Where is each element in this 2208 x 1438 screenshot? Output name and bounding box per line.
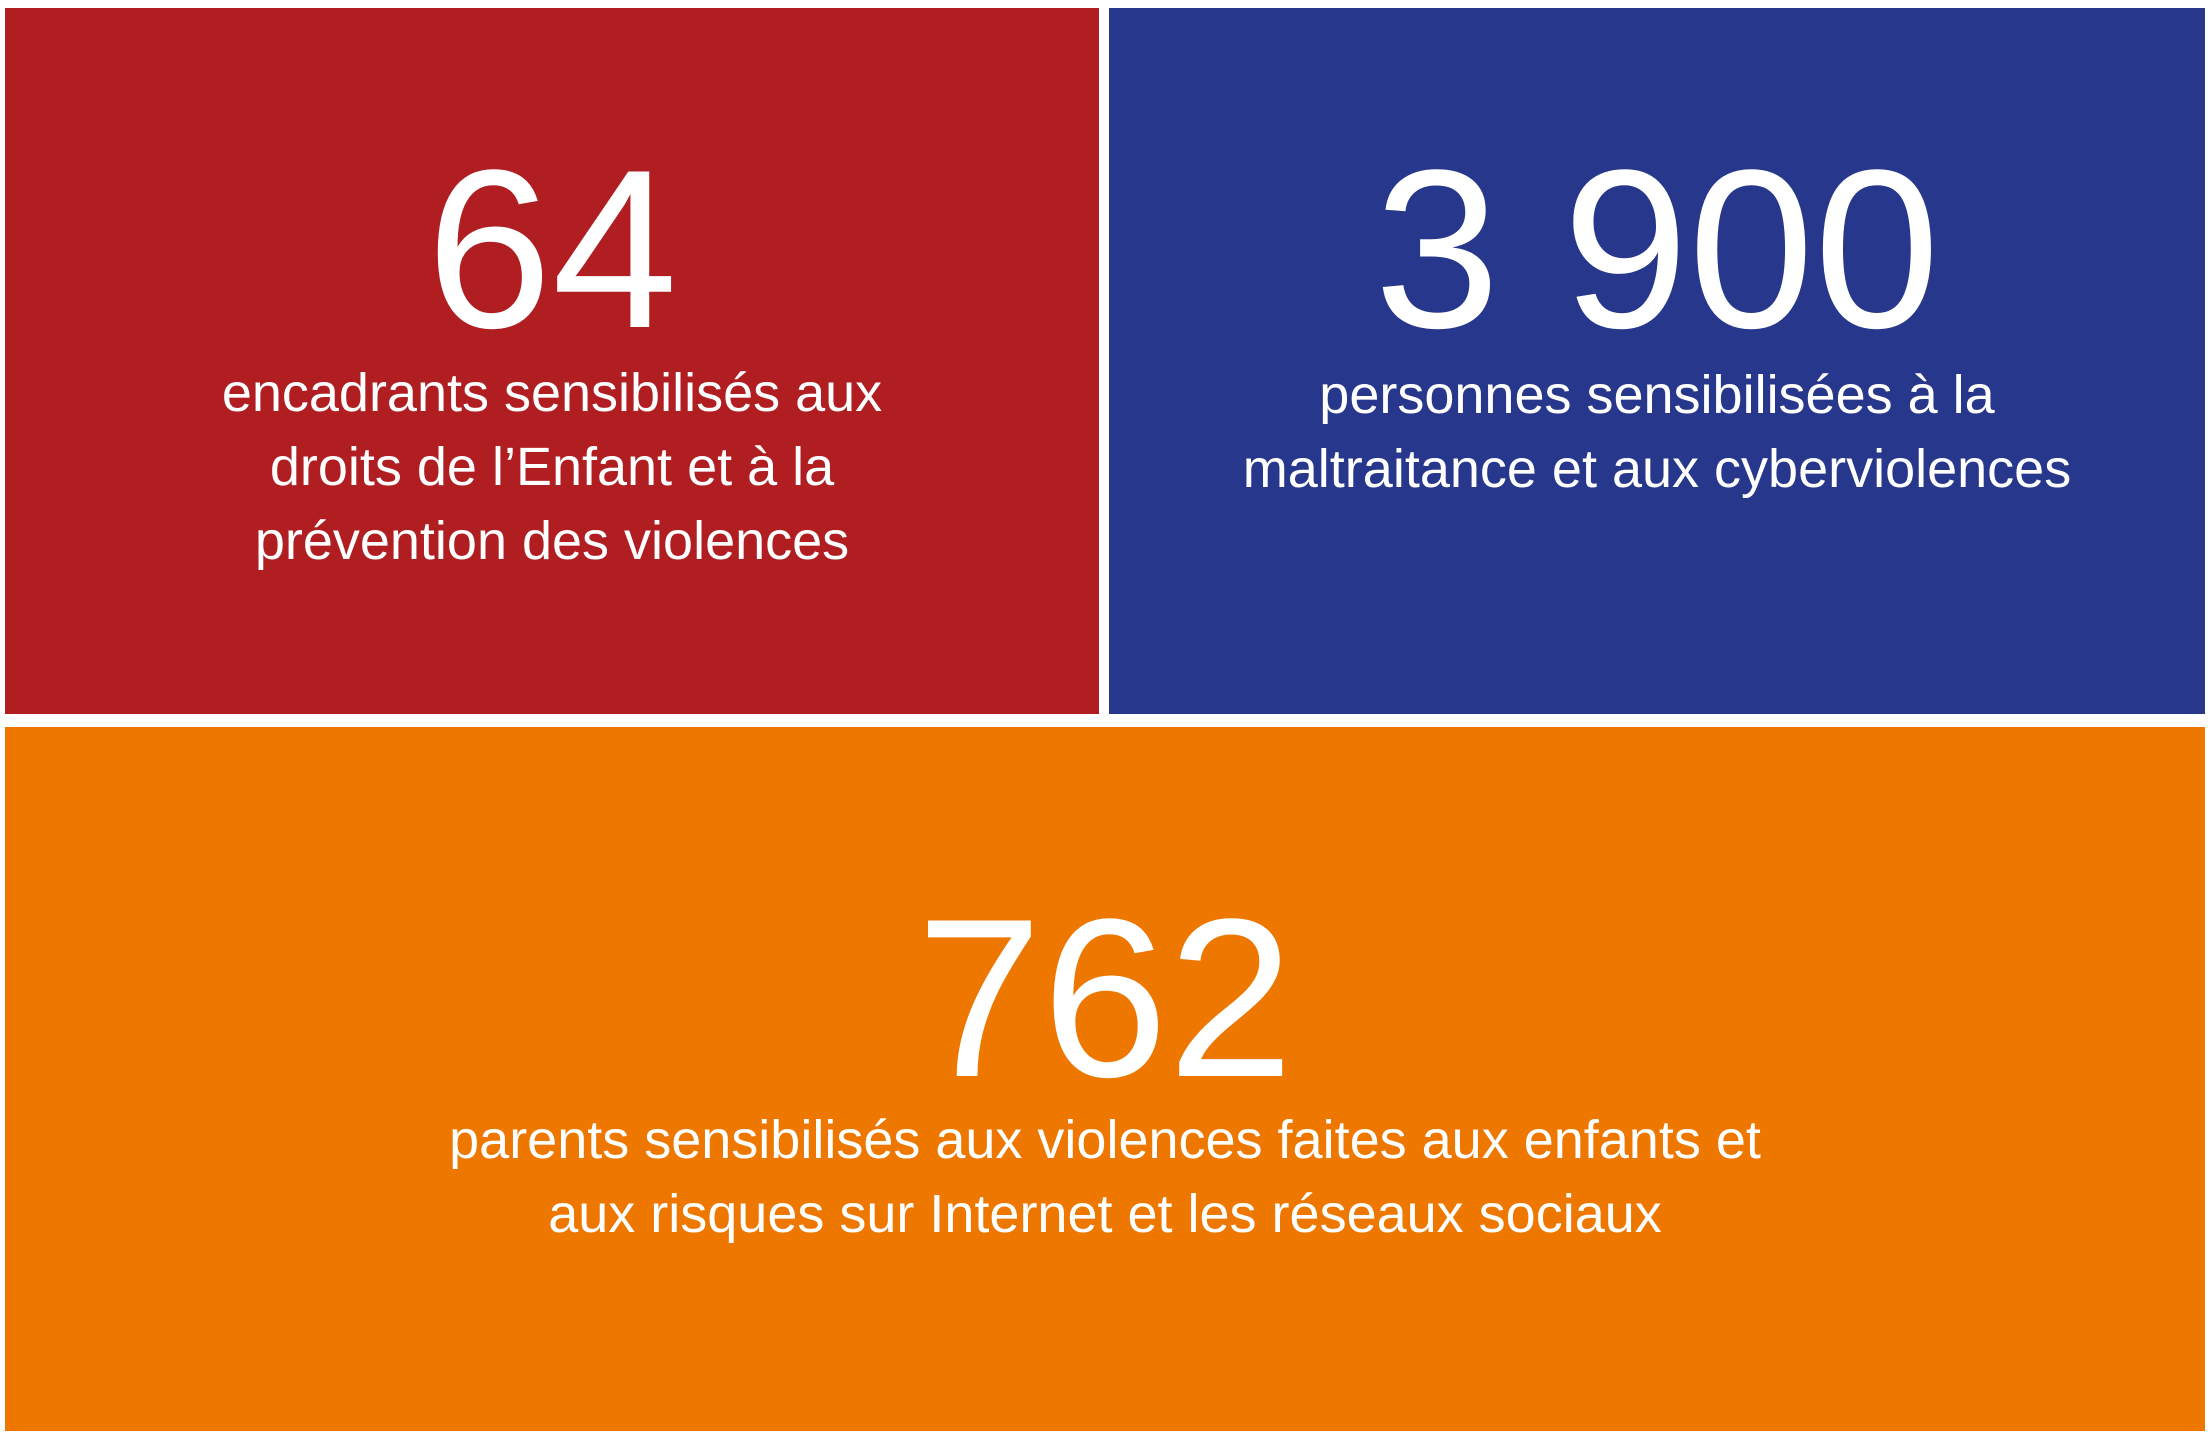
stat-number: 762: [5, 885, 2205, 1111]
caption-line: personnes sensibilisées à la: [1109, 358, 2205, 432]
stat-number: 3 900: [1109, 136, 2205, 362]
stat-number: 64: [5, 136, 1099, 362]
caption-line: maltraitance et aux cyberviolences: [1109, 432, 2205, 506]
stat-caption: parents sensibilisés aux violences faite…: [5, 1103, 2205, 1251]
stat-caption: personnes sensibilisées à la maltraitanc…: [1109, 358, 2205, 506]
caption-line: aux risques sur Internet et les réseaux …: [5, 1177, 2205, 1251]
caption-line: encadrants sensibilisés aux: [5, 356, 1099, 430]
stat-tile-parents: 762 parents sensibilisés aux violences f…: [5, 727, 2205, 1431]
caption-line: parents sensibilisés aux violences faite…: [5, 1103, 2205, 1177]
caption-line: prévention des violences: [5, 504, 1099, 578]
caption-line: droits de l’Enfant et à la: [5, 430, 1099, 504]
stat-tile-personnes: 3 900 personnes sensibilisées à la maltr…: [1109, 8, 2205, 714]
stat-caption: encadrants sensibilisés aux droits de l’…: [5, 356, 1099, 578]
stat-tile-encadrants: 64 encadrants sensibilisés aux droits de…: [5, 8, 1099, 714]
